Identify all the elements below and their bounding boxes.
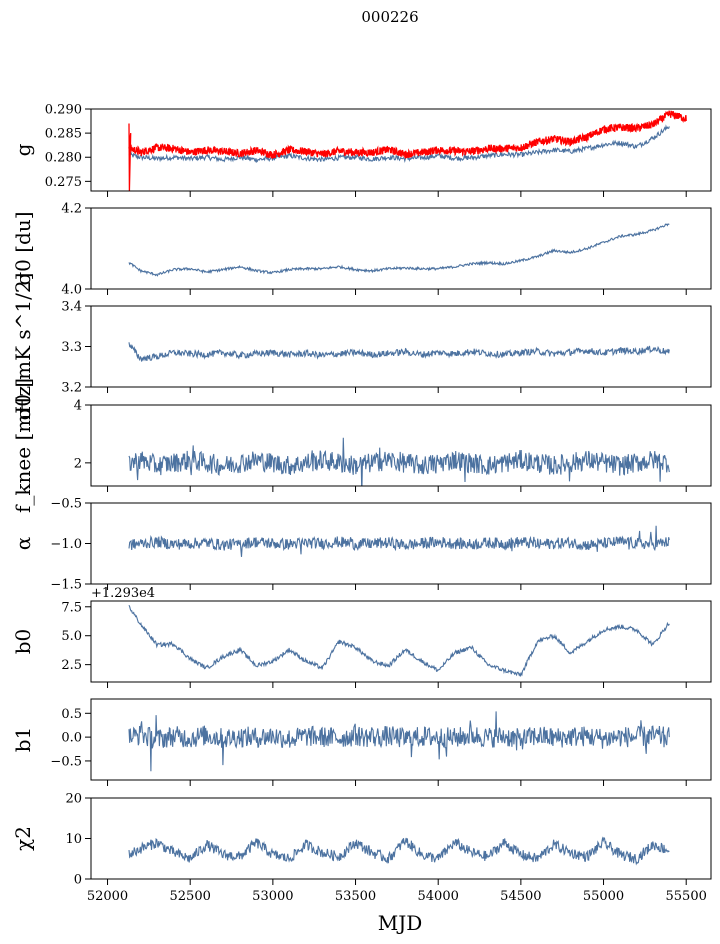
xtick-label: 55000 xyxy=(583,889,624,904)
ytick-label: 3.3 xyxy=(61,340,82,355)
y-axis-title-sigma0-mk: σ0 [mK s^1/2] xyxy=(11,273,35,421)
y-axis-title-sigma0-du: σ0 [du] xyxy=(11,211,35,285)
panel-chi2: 0 10 20 52000 52500 53000 53500 54000 54500 55000… xyxy=(11,792,712,904)
ytick-label: −0.5 xyxy=(50,754,82,769)
panel-b0: 2.5 5.0 7.5 +1.293e4 b0 xyxy=(11,586,712,688)
y-axis-title-chi2: χ2 xyxy=(11,826,35,851)
ytick-label: 5.0 xyxy=(61,629,82,644)
xtick-label: 54000 xyxy=(418,889,459,904)
panel-alpha: −1.5 −1.0 −0.5 α xyxy=(11,497,712,593)
series-alpha-alpha xyxy=(128,525,670,557)
panel-b1: −0.5 0.0 0.5 b1 xyxy=(11,698,712,786)
xtick-label: 52000 xyxy=(87,889,128,904)
y-axis-title-b0: b0 xyxy=(11,629,35,655)
xtick-label: 52500 xyxy=(170,889,211,904)
axes-frame-chi2 xyxy=(90,797,712,880)
ytick-label: 20 xyxy=(65,792,82,807)
y-axis-title-g: g xyxy=(11,143,35,156)
figure-title: 000226 xyxy=(361,8,418,26)
xtick-label: 53500 xyxy=(335,889,376,904)
axes-frame-b1 xyxy=(90,698,712,781)
ytick-label: 0.5 xyxy=(61,707,82,722)
panel-g: 0.275 0.280 0.285 0.290 g xyxy=(11,103,712,197)
ytick-label: 0.285 xyxy=(45,127,82,142)
ytick-label: −1.5 xyxy=(50,578,82,593)
axes-frame-b0 xyxy=(90,600,712,683)
panels: 0.275 0.280 0.285 0.290 g 4.0 4.2 σ0 [du] 3.2 3.3… xyxy=(11,103,712,904)
y-axis-title-b1: b1 xyxy=(11,727,35,753)
ytick-label: 0.0 xyxy=(61,731,82,746)
ytick-label: 3.4 xyxy=(61,300,82,315)
ytick-label: 4.2 xyxy=(61,202,82,217)
ytick-label: 0 xyxy=(74,873,82,888)
panel-sigma0-du: 4.0 4.2 σ0 [du] xyxy=(11,202,712,298)
ytick-label: 4.0 xyxy=(61,283,82,298)
panel-fknee: 2 4 f_knee [mHz] xyxy=(11,378,712,513)
y-axis-title-alpha: α xyxy=(11,537,35,551)
series-fknee-fknee xyxy=(128,437,670,486)
series-sigma0-mk-sigma0_mk xyxy=(128,342,670,362)
ytick-label: 0.280 xyxy=(45,151,82,166)
series-sigma0-du-sigma0_du xyxy=(128,223,670,277)
axes-frame-g xyxy=(90,108,712,192)
ytick-label: 2.5 xyxy=(61,658,82,673)
y-axis-title-fknee: f_knee [mHz] xyxy=(11,378,35,513)
ytick-label: 3.2 xyxy=(61,381,82,396)
xtick-label: 55500 xyxy=(666,889,707,904)
y-offset-label: +1.293e4 xyxy=(91,586,155,601)
axes-frame-fknee xyxy=(90,404,712,487)
ytick-label: 0.275 xyxy=(45,175,82,190)
ytick-label: 7.5 xyxy=(61,600,82,615)
panel-sigma0-mk: 3.2 3.3 3.4 σ0 [mK s^1/2] xyxy=(11,273,712,421)
xtick-label: 54500 xyxy=(500,889,541,904)
series-b0-b0 xyxy=(128,604,670,677)
xtick-label: 53000 xyxy=(252,889,293,904)
ytick-label: 10 xyxy=(65,832,82,847)
series-chi2-chi2 xyxy=(128,836,670,866)
axes-frame-sigma0-mk xyxy=(90,305,712,388)
ytick-label: 4 xyxy=(74,399,82,414)
series-b1-b1 xyxy=(128,711,670,772)
ytick-label: 2 xyxy=(74,456,82,471)
axes-frame-sigma0-du xyxy=(90,207,712,290)
series-g-blue xyxy=(128,124,670,164)
ytick-label: 0.290 xyxy=(45,103,82,118)
ytick-label: −0.5 xyxy=(50,497,82,512)
ytick-label: −1.0 xyxy=(50,537,82,552)
series-g-red xyxy=(128,110,687,191)
x-axis-title: MJD xyxy=(378,911,423,935)
